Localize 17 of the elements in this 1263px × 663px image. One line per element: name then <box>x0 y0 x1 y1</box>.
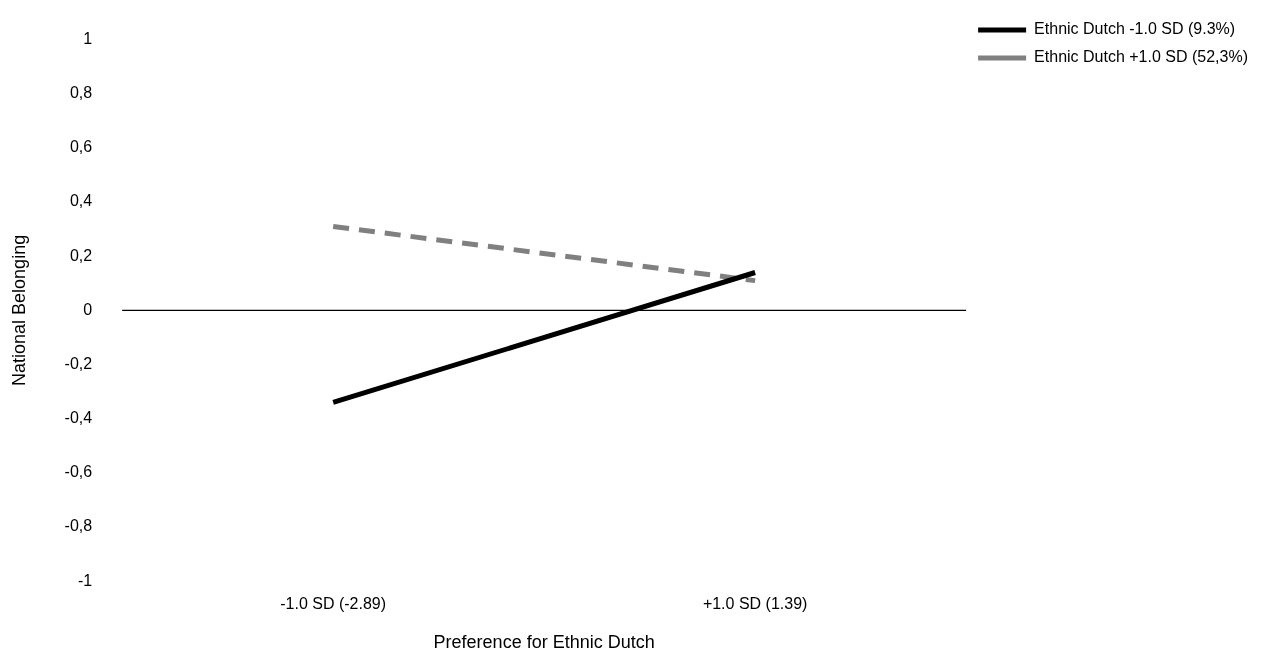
y-tick-label: -0,4 <box>64 409 93 427</box>
x-tick-label: +1.0 SD (1.39) <box>702 595 808 613</box>
x-tick-label: -1.0 SD (-2.89) <box>280 595 387 613</box>
y-tick-label: 0,4 <box>69 192 93 210</box>
legend-label: Ethnic Dutch +1.0 SD (52,3%) <box>1034 48 1249 66</box>
y-tick-label: -0,8 <box>64 517 93 535</box>
y-tick-label: -0,2 <box>64 354 93 372</box>
y-tick-label: 0,2 <box>69 246 93 264</box>
y-axis-title: National Belonging <box>8 234 29 386</box>
y-tick-label: 0,8 <box>69 84 93 102</box>
y-tick-label: -1 <box>77 571 93 589</box>
y-tick-label: -0,6 <box>64 463 93 481</box>
y-tick-label: 0 <box>83 300 93 318</box>
y-tick-label: 1 <box>83 30 93 48</box>
x-axis-title: Preference for Ethnic Dutch <box>433 632 655 653</box>
y-tick-label: 0,6 <box>69 138 93 156</box>
legend-label: Ethnic Dutch -1.0 SD (9.3%) <box>1034 20 1236 38</box>
